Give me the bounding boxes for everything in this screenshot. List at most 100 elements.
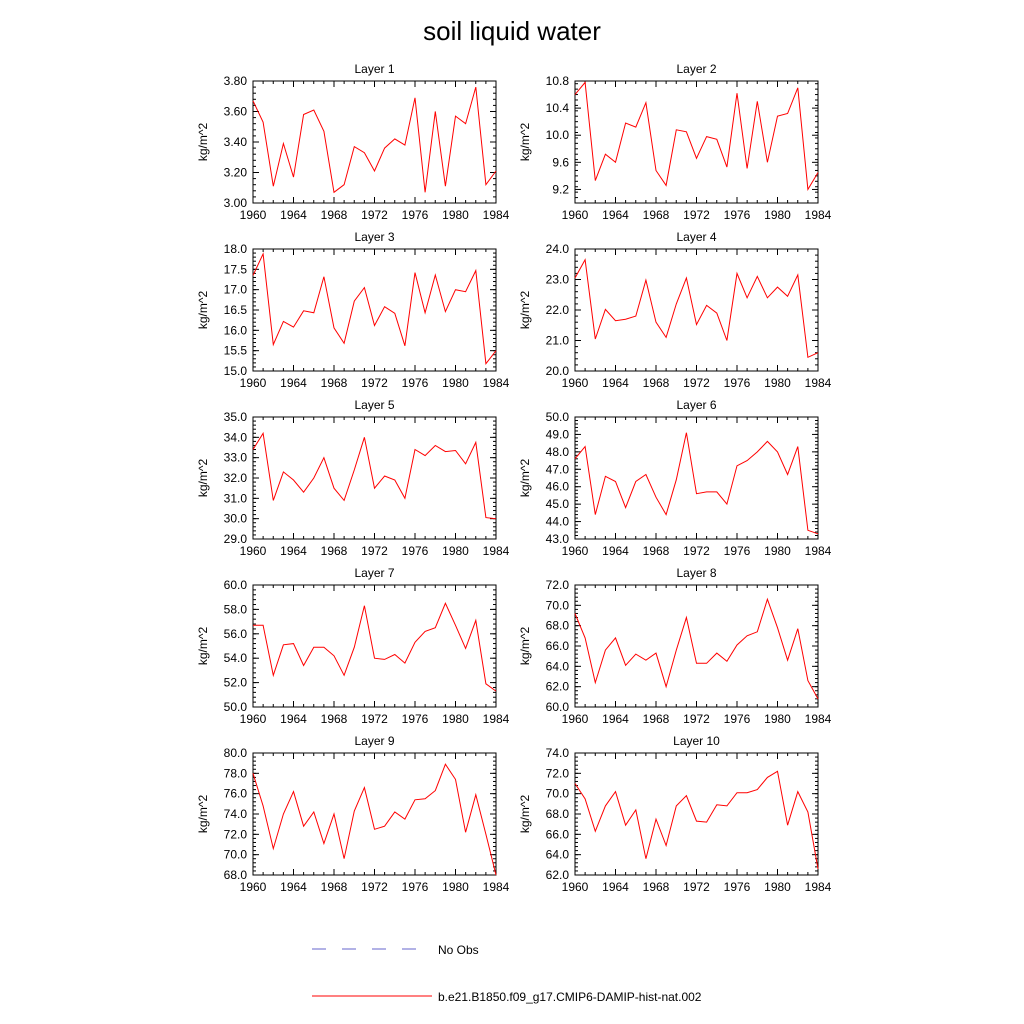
y-tick-label: 10.0 (546, 128, 570, 142)
y-tick-label: 68.0 (546, 619, 570, 633)
plot-frame (574, 416, 819, 540)
legend-model-label: b.e21.B1850.f09_g17.CMIP6-DAMIP-hist-nat… (438, 990, 702, 1004)
x-tick-label: 1980 (442, 712, 469, 726)
y-axis-label: kg/m^2 (518, 291, 532, 330)
x-tick-label: 1984 (805, 712, 832, 726)
x-tick-label: 1984 (483, 712, 510, 726)
x-tick-label: 1960 (240, 880, 267, 894)
panel-layer-6: Layer 6 kg/m^2 1960 1964 1968 1972 1976 1980 198… (518, 398, 832, 558)
y-tick-label: 48.0 (546, 445, 570, 459)
x-tick-label: 1984 (483, 880, 510, 894)
panel-title: Layer 9 (354, 734, 394, 748)
y-tick-label: 3.60 (224, 105, 248, 119)
panel-title: Layer 4 (676, 230, 716, 244)
x-tick-label: 1972 (683, 544, 710, 558)
y-tick-label: 62.0 (546, 680, 570, 694)
x-tick-label: 1960 (562, 208, 589, 222)
y-tick-label: 9.2 (552, 182, 569, 196)
legend-no-obs-label: No Obs (438, 943, 479, 957)
y-axis-label: kg/m^2 (196, 459, 210, 498)
y-tick-label: 60.0 (224, 578, 248, 592)
panel-layer-2: Layer 2 kg/m^2 1960 1964 1968 1972 1976 1980 198… (518, 62, 832, 222)
y-tick-label: 44.0 (546, 515, 570, 529)
y-tick-label: 17.0 (224, 283, 248, 297)
y-tick-label: 33.0 (224, 451, 248, 465)
x-tick-label: 1976 (724, 376, 751, 390)
x-tick-label: 1972 (683, 208, 710, 222)
x-tick-label: 1960 (562, 376, 589, 390)
x-tick-label: 1964 (602, 544, 629, 558)
y-tick-label: 23.0 (546, 273, 570, 287)
y-tick-label: 3.00 (224, 196, 248, 210)
x-tick-label: 1976 (724, 712, 751, 726)
y-tick-label: 43.0 (546, 532, 570, 546)
plot-frame (574, 584, 819, 708)
x-tick-label: 1964 (602, 712, 629, 726)
x-tick-label: 1976 (402, 208, 429, 222)
x-tick-label: 1972 (361, 544, 388, 558)
x-tick-label: 1964 (280, 376, 307, 390)
x-tick-label: 1976 (402, 376, 429, 390)
plot-frame (252, 752, 497, 876)
panel-title: Layer 1 (354, 62, 394, 76)
x-tick-label: 1968 (321, 208, 348, 222)
series-line (252, 431, 497, 520)
y-tick-label: 49.0 (546, 427, 570, 441)
x-tick-label: 1984 (483, 376, 510, 390)
y-tick-label: 76.0 (224, 787, 248, 801)
x-tick-label: 1976 (724, 208, 751, 222)
panel-title: Layer 3 (354, 230, 394, 244)
y-tick-label: 50.0 (224, 700, 248, 714)
x-tick-label: 1972 (361, 208, 388, 222)
x-tick-label: 1960 (240, 712, 267, 726)
x-tick-label: 1972 (683, 712, 710, 726)
y-tick-label: 68.0 (224, 868, 248, 882)
y-axis-label: kg/m^2 (196, 627, 210, 666)
y-tick-label: 70.0 (546, 598, 570, 612)
y-tick-label: 62.0 (546, 868, 570, 882)
x-tick-label: 1980 (764, 208, 791, 222)
panel-title: Layer 6 (676, 398, 716, 412)
y-tick-label: 58.0 (224, 602, 248, 616)
x-tick-label: 1984 (805, 376, 832, 390)
y-tick-label: 66.0 (546, 639, 570, 653)
y-tick-label: 10.4 (546, 101, 570, 115)
plot-frame (252, 584, 497, 708)
series-line (574, 770, 819, 869)
y-tick-label: 45.0 (546, 497, 570, 511)
x-tick-label: 1968 (643, 208, 670, 222)
panel-title: Layer 10 (673, 734, 720, 748)
x-tick-label: 1976 (724, 880, 751, 894)
y-tick-label: 3.40 (224, 135, 248, 149)
y-tick-label: 70.0 (224, 848, 248, 862)
x-tick-label: 1964 (602, 376, 629, 390)
x-tick-label: 1972 (683, 376, 710, 390)
x-tick-label: 1976 (402, 880, 429, 894)
y-tick-label: 22.0 (546, 303, 570, 317)
x-tick-label: 1972 (361, 880, 388, 894)
series-line (574, 81, 819, 191)
x-tick-label: 1968 (643, 544, 670, 558)
x-tick-label: 1980 (442, 880, 469, 894)
x-tick-label: 1980 (764, 880, 791, 894)
x-tick-label: 1960 (562, 880, 589, 894)
panel-layer-4: Layer 4 kg/m^2 1960 1964 1968 1972 1976 1980 198… (518, 230, 832, 390)
legend: No Obs b.e21.B1850.f09_g17.CMIP6-DAMIP-h… (312, 943, 702, 1004)
series-line (252, 86, 497, 194)
y-tick-label: 72.0 (224, 827, 248, 841)
y-tick-label: 15.0 (224, 364, 248, 378)
plot-frame (574, 248, 819, 372)
y-tick-label: 64.0 (546, 848, 570, 862)
x-tick-label: 1960 (240, 544, 267, 558)
y-tick-label: 20.0 (546, 364, 570, 378)
panel-layer-3: Layer 3 kg/m^2 1960 1964 1968 1972 1976 1980 198… (196, 230, 510, 390)
y-axis-label: kg/m^2 (518, 123, 532, 162)
y-axis-label: kg/m^2 (518, 795, 532, 834)
y-tick-label: 56.0 (224, 627, 248, 641)
x-tick-label: 1980 (764, 376, 791, 390)
panel-title: Layer 7 (354, 566, 394, 580)
y-tick-label: 29.0 (224, 532, 248, 546)
panel-layer-8: Layer 8 kg/m^2 1960 1964 1968 1972 1976 1980 198… (518, 566, 832, 726)
y-axis-label: kg/m^2 (196, 291, 210, 330)
